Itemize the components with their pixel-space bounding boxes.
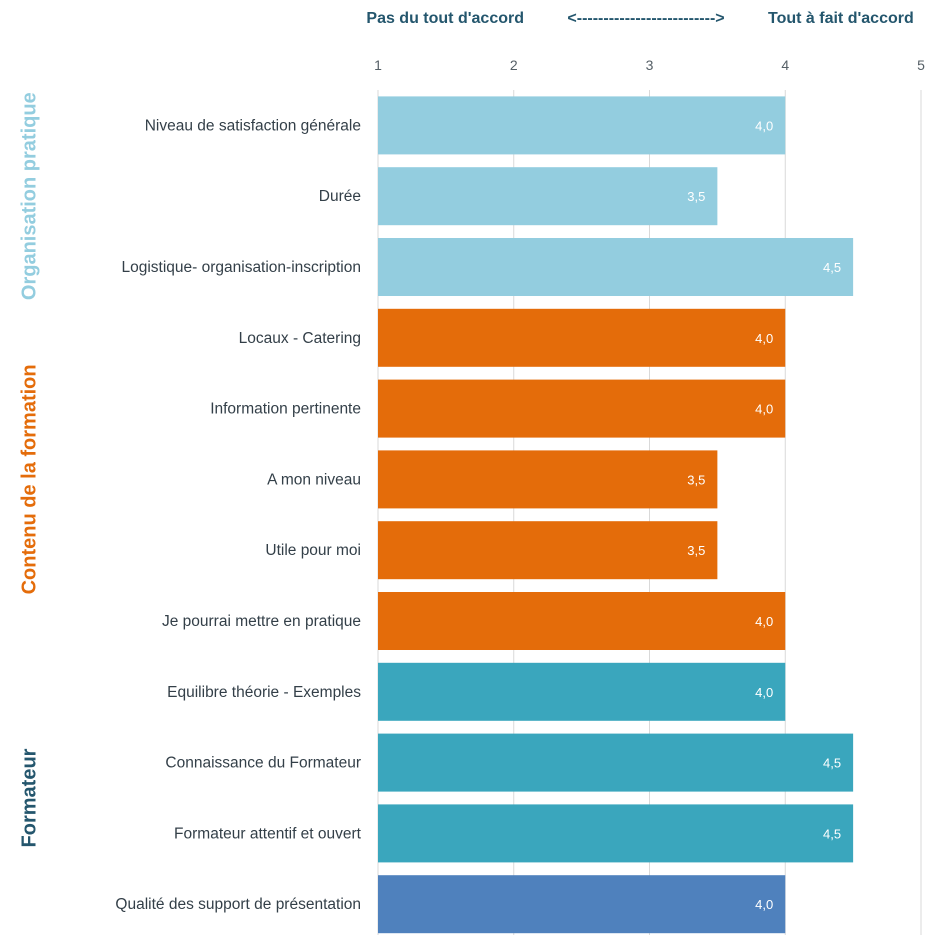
data-label: 4,0	[755, 118, 773, 133]
data-label: 4,5	[823, 826, 841, 841]
category-label: Qualité des support de présentation	[115, 896, 361, 913]
bar-information-pertinente	[378, 379, 786, 438]
data-label: 3,5	[687, 189, 705, 204]
data-label: 3,5	[687, 543, 705, 558]
bar-formateur-attentif-et-ouvert	[378, 804, 854, 863]
gridlines	[377, 90, 922, 935]
agreement-scale-header: Pas du tout d'accord <------------------…	[366, 10, 913, 27]
category-label: Je pourrai mettre en pratique	[162, 613, 361, 630]
bar-equilibre-theorie-exemples	[378, 662, 786, 721]
group-label-organisation-pratique: Organisation pratique	[18, 92, 40, 300]
category-label: Connaissance du Formateur	[165, 755, 361, 772]
bar-niveau-de-satisfaction-generale	[378, 96, 786, 155]
data-labels: 4,0 3,5 4,5 4,0 4,0 3,5 3,5 4,0 4,0 4,5 4,5 4,0	[687, 118, 841, 912]
x-tick-label: 5	[917, 57, 925, 73]
bar-a-mon-niveau	[378, 450, 718, 509]
category-label: Utile pour moi	[265, 542, 361, 559]
category-label: Niveau de satisfaction générale	[145, 117, 361, 134]
bar-locaux-catering	[378, 308, 786, 367]
bar-connaissance-du-formateur	[378, 733, 854, 792]
x-tick-label: 2	[510, 57, 518, 73]
category-labels: Niveau de satisfaction générale Durée Logi…	[115, 117, 361, 913]
bar-utile-pour-moi	[378, 521, 718, 580]
scale-right-label: Tout à fait d'accord	[768, 10, 914, 27]
category-label: Formateur attentif et ouvert	[174, 825, 362, 842]
data-label: 4,0	[755, 614, 773, 629]
bars	[378, 96, 854, 934]
x-tick-label: 1	[374, 57, 382, 73]
x-tick-label: 4	[781, 57, 789, 73]
bar-logistique-organisation-inscription	[378, 238, 854, 296]
category-label: Logistique- organisation-inscription	[121, 259, 361, 276]
scale-left-label: Pas du tout d'accord	[366, 10, 524, 27]
data-label: 3,5	[687, 472, 705, 487]
x-tick-label: 3	[646, 57, 654, 73]
data-label: 4,0	[755, 331, 773, 346]
data-label: 4,5	[823, 260, 841, 275]
group-label-contenu-de-la-formation: Contenu de la formation	[18, 364, 40, 594]
category-label: Information pertinente	[210, 401, 361, 418]
data-label: 4,0	[755, 685, 773, 700]
category-label: Locaux - Catering	[239, 330, 361, 347]
data-label: 4,0	[755, 897, 773, 912]
data-label: 4,5	[823, 756, 841, 771]
category-label: A mon niveau	[267, 471, 361, 488]
bar-qualite-des-support-de-presentation	[378, 875, 786, 934]
category-label: Durée	[319, 188, 361, 205]
bar-je-pourrai-mettre-en-pratique	[378, 592, 786, 650]
category-label: Equilibre théorie - Exemples	[167, 684, 361, 701]
x-axis-ticks: 1 2 3 4 5	[374, 57, 925, 73]
bar-duree	[378, 167, 718, 226]
group-label-formateur: Formateur	[18, 748, 40, 847]
data-label: 4,0	[755, 402, 773, 417]
scale-arrow: <-------------------------->	[567, 10, 724, 27]
group-labels: Organisation pratique Contenu de la forma…	[18, 92, 40, 847]
